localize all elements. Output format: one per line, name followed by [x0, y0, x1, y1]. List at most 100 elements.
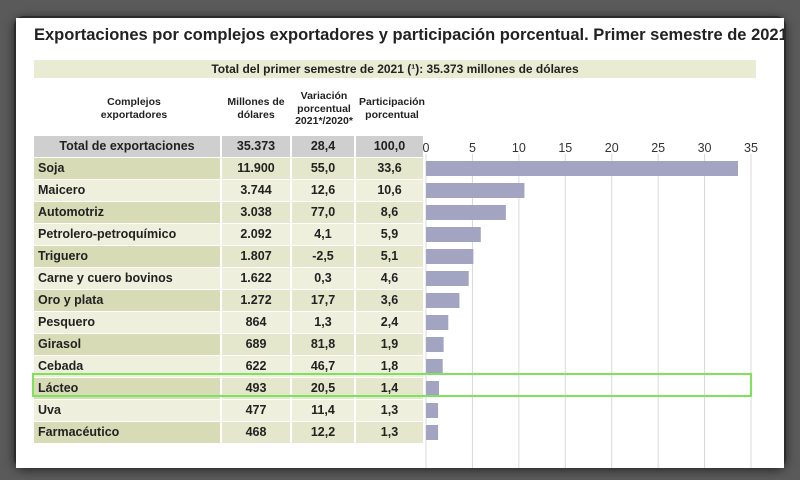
tick-label: 20 [605, 141, 619, 155]
row-millones: 622 [222, 356, 290, 377]
row-variacion: 4,1 [292, 224, 354, 245]
table-row-total: Total de exportaciones 35.373 28,4 100,0 [34, 136, 423, 158]
row-millones: 3.038 [222, 202, 290, 223]
table-row: Farmacéutico 468 12,2 1,3 [34, 422, 423, 444]
table-row: Girasol 689 81,8 1,9 [34, 334, 423, 356]
tick-label: 30 [698, 141, 712, 155]
row-name: Oro y plata [34, 290, 220, 311]
bar [426, 425, 439, 440]
table-row: Oro y plata 1.272 17,7 3,6 [34, 290, 423, 312]
row-participacion: 8,6 [356, 202, 423, 223]
tick-label: 5 [469, 141, 476, 155]
header-complejos: Complejos exportadores [100, 96, 168, 121]
tick-label: 10 [512, 141, 526, 155]
row-participacion: 2,4 [356, 312, 423, 333]
row-millones: 2.092 [222, 224, 290, 245]
row-participacion: 3,6 [356, 290, 423, 311]
row-participacion: 1,3 [356, 400, 423, 421]
table-row: Petrolero-petroquímico 2.092 4,1 5,9 [34, 224, 423, 246]
tick-label: 15 [558, 141, 572, 155]
row-millones: 35.373 [222, 136, 290, 157]
row-participacion: 5,9 [356, 224, 423, 245]
table-row: Triguero 1.807 -2,5 5,1 [34, 246, 423, 268]
table-row: Maicero 3.744 12,6 10,6 [34, 180, 423, 202]
bar [426, 337, 444, 352]
row-millones: 1.807 [222, 246, 290, 267]
header-variacion: Variación porcentual 2021*/2020* [295, 90, 353, 127]
row-millones: 3.744 [222, 180, 290, 201]
bar [426, 381, 439, 396]
row-millones: 11.900 [222, 158, 290, 179]
bar [426, 183, 525, 198]
row-millones: 477 [222, 400, 290, 421]
bar [426, 205, 506, 220]
row-variacion: 81,8 [292, 334, 354, 355]
row-variacion: 12,6 [292, 180, 354, 201]
tick-label: 25 [651, 141, 665, 155]
row-name: Lácteo [34, 378, 220, 399]
row-variacion: 28,4 [292, 136, 354, 157]
row-variacion: 77,0 [292, 202, 354, 223]
row-variacion: 1,3 [292, 312, 354, 333]
row-name: Maicero [34, 180, 220, 201]
row-name: Carne y cuero bovinos [34, 268, 220, 289]
row-variacion: 20,5 [292, 378, 354, 399]
row-millones: 1.272 [222, 290, 290, 311]
row-millones: 689 [222, 334, 290, 355]
row-participacion: 1,8 [356, 356, 423, 377]
table-row: Uva 477 11,4 1,3 [34, 400, 423, 422]
row-variacion: 11,4 [292, 400, 354, 421]
bar [426, 315, 449, 330]
row-variacion: 55,0 [292, 158, 354, 179]
table-row: Carne y cuero bovinos 1.622 0,3 4,6 [34, 268, 423, 290]
table-row: Automotriz 3.038 77,0 8,6 [34, 202, 423, 224]
bar [426, 271, 469, 286]
bar [426, 403, 439, 418]
row-participacion: 5,1 [356, 246, 423, 267]
row-variacion: 12,2 [292, 422, 354, 443]
highlight-box [32, 373, 752, 397]
total-summary: Total del primer semestre de 2021 (¹): 3… [34, 60, 756, 78]
row-name: Total de exportaciones [34, 136, 220, 157]
row-variacion: 17,7 [292, 290, 354, 311]
bar-chart: 0 5 10 15 20 25 30 35 [423, 141, 758, 468]
bar [426, 227, 481, 242]
row-millones: 493 [222, 378, 290, 399]
row-participacion: 1,3 [356, 422, 423, 443]
header-participacion: Participación porcentual [359, 96, 425, 121]
bar [426, 359, 443, 374]
table-row: Lácteo 493 20,5 1,4 [34, 378, 423, 400]
row-name: Uva [34, 400, 220, 421]
page-title: Exportaciones por complejos exportadores… [34, 26, 784, 44]
header-millones: Millones de dólares [227, 96, 285, 121]
row-name: Soja [34, 158, 220, 179]
row-name: Farmacéutico [34, 422, 220, 443]
row-participacion: 33,6 [356, 158, 423, 179]
row-participacion: 1,9 [356, 334, 423, 355]
row-participacion: 4,6 [356, 268, 423, 289]
row-millones: 1.622 [222, 268, 290, 289]
row-participacion: 10,6 [356, 180, 423, 201]
table-row: Cebada 622 46,7 1,8 [34, 356, 423, 378]
bar [426, 249, 474, 264]
bar [426, 161, 738, 176]
row-name: Girasol [34, 334, 220, 355]
row-millones: 864 [222, 312, 290, 333]
row-variacion: 0,3 [292, 268, 354, 289]
table-row: Soja 11.900 55,0 33,6 [34, 158, 423, 180]
table-row: Pesquero 864 1,3 2,4 [34, 312, 423, 334]
row-variacion: -2,5 [292, 246, 354, 267]
row-participacion: 100,0 [356, 136, 423, 157]
tick-label: 35 [744, 141, 758, 155]
row-participacion: 1,4 [356, 378, 423, 399]
row-variacion: 46,7 [292, 356, 354, 377]
row-name: Triguero [34, 246, 220, 267]
tick-label: 0 [423, 141, 430, 155]
bar [426, 293, 460, 308]
row-name: Cebada [34, 356, 220, 377]
document-page: Exportaciones por complejos exportadores… [16, 18, 784, 468]
row-name: Automotriz [34, 202, 220, 223]
row-name: Petrolero-petroquímico [34, 224, 220, 245]
row-millones: 468 [222, 422, 290, 443]
row-name: Pesquero [34, 312, 220, 333]
